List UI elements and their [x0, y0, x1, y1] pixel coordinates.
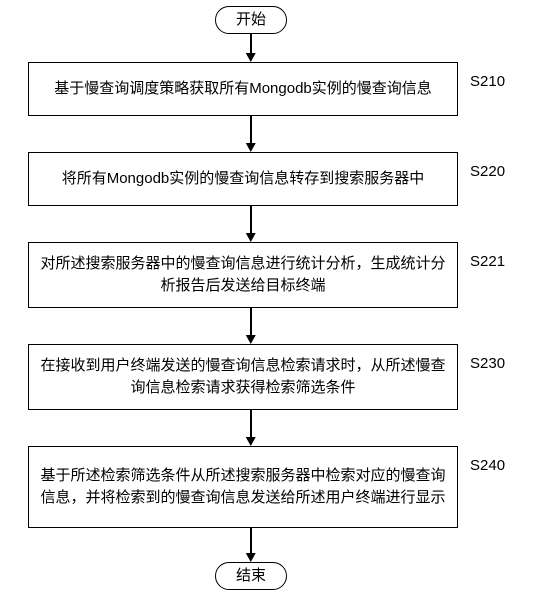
arrow-head-4 [246, 437, 256, 446]
arrow-line-4 [250, 410, 252, 437]
terminal-end: 结束 [215, 562, 287, 590]
step-S221: 对所述搜索服务器中的慢查询信息进行统计分析，生成统计分析报告后发送给目标终端 [28, 242, 458, 308]
arrow-head-0 [246, 53, 256, 62]
terminal-start: 开始 [215, 6, 287, 34]
step-S210: 基于慢查询调度策略获取所有Mongodb实例的慢查询信息 [28, 62, 458, 116]
step-S230: 在接收到用户终端发送的慢查询信息检索请求时，从所述慢查询信息检索请求获得检索筛选… [28, 344, 458, 410]
arrow-line-2 [250, 206, 252, 233]
step-label-S220: S220 [470, 163, 505, 180]
step-label-S230: S230 [470, 355, 505, 372]
step-label-S240: S240 [470, 457, 505, 474]
arrow-head-2 [246, 233, 256, 242]
arrow-head-1 [246, 143, 256, 152]
step-label-S221: S221 [470, 253, 505, 270]
step-S220: 将所有Mongodb实例的慢查询信息转存到搜索服务器中 [28, 152, 458, 206]
arrow-head-3 [246, 335, 256, 344]
arrow-line-0 [250, 34, 252, 53]
arrow-line-5 [250, 528, 252, 553]
step-label-S210: S210 [470, 73, 505, 90]
arrow-head-5 [246, 553, 256, 562]
arrow-line-3 [250, 308, 252, 335]
arrow-line-1 [250, 116, 252, 143]
flowchart-container: 开始结束 基于慢查询调度策略获取所有Mongodb实例的慢查询信息 S210 将所有M… [0, 0, 534, 597]
step-S240: 基于所述检索筛选条件从所述搜索服务器中检索对应的慢查询信息，并将检索到的慢查询信… [28, 446, 458, 528]
